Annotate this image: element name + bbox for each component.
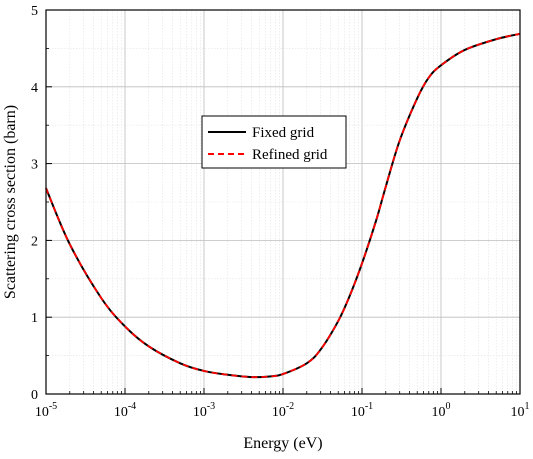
series-lines: [45, 32, 521, 379]
legend-label: Refined grid: [252, 147, 328, 163]
x-tick-label: 100: [432, 401, 451, 420]
x-axis-title: Energy (eV): [243, 435, 322, 452]
x-tick-label: 10-3: [193, 401, 215, 420]
legend-box: [201, 115, 347, 169]
y-tick-label: 2: [31, 234, 38, 249]
legend: Fixed grid Refined grid: [201, 115, 347, 169]
x-tick-label: 10-1: [351, 401, 373, 420]
x-tick-label: 101: [511, 401, 530, 420]
y-tick-label: 5: [31, 4, 38, 19]
y-tick-label: 0: [31, 388, 38, 403]
y-tick-label: 1: [31, 311, 38, 326]
grid: [45, 9, 521, 395]
x-tick-label: 10-2: [272, 401, 294, 420]
x-tick-label: 10-5: [35, 401, 57, 420]
y-axis-title: Scattering cross section (barn): [2, 105, 19, 299]
x-tick-label: 10-4: [114, 401, 136, 420]
series-line-refined-grid: [45, 32, 521, 379]
y-tick-label: 4: [31, 81, 38, 96]
legend-label: Fixed grid: [252, 125, 315, 141]
y-tick-label: 3: [31, 158, 38, 173]
